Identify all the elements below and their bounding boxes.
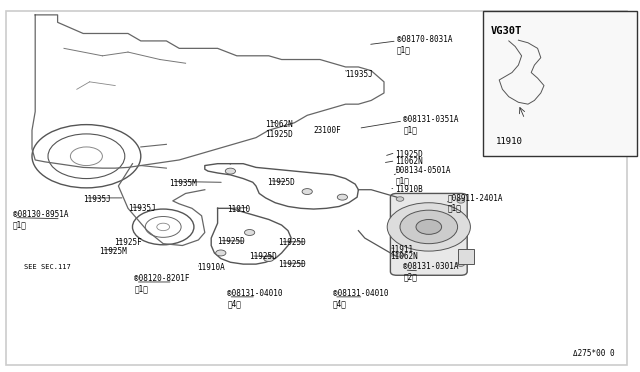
Circle shape [416, 219, 442, 234]
Text: 11925D: 11925D [268, 178, 295, 187]
Circle shape [396, 197, 404, 201]
Text: 11910: 11910 [227, 205, 250, 214]
Text: 11925M: 11925M [99, 247, 127, 256]
Circle shape [337, 194, 348, 200]
Text: 11925D: 11925D [218, 237, 245, 246]
Text: SEE SEC.117: SEE SEC.117 [24, 264, 71, 270]
Text: ®08120-8201F
（1）: ®08120-8201F （1） [134, 274, 190, 293]
Text: 11935J: 11935J [128, 204, 156, 213]
Text: 11935J: 11935J [83, 195, 111, 203]
Text: 11925D: 11925D [266, 130, 293, 139]
Text: 11935M: 11935M [170, 179, 197, 187]
Circle shape [225, 168, 236, 174]
Text: 11935J: 11935J [346, 70, 373, 79]
Text: 11925F: 11925F [114, 238, 141, 247]
Circle shape [396, 253, 404, 257]
Circle shape [457, 262, 465, 266]
Text: 11925D: 11925D [278, 238, 306, 247]
Text: 23100F: 23100F [314, 126, 341, 135]
Bar [458, 249, 474, 264]
Circle shape [400, 210, 458, 244]
Text: ®08170-8031A
（1）: ®08170-8031A （1） [397, 35, 452, 54]
Text: ®08131-04010
（4）: ®08131-04010 （4） [227, 289, 283, 308]
Text: ⓝ08911-2401A
（1）: ⓝ08911-2401A （1） [448, 193, 504, 212]
Text: ®08131-04010
（4）: ®08131-04010 （4） [333, 289, 388, 308]
Circle shape [264, 256, 274, 262]
Circle shape [244, 230, 255, 235]
Text: 11925D: 11925D [250, 252, 277, 261]
Text: 11910A: 11910A [197, 263, 225, 272]
Text: 11062N: 11062N [390, 252, 418, 261]
FancyBboxPatch shape [390, 193, 467, 275]
Text: 11910B: 11910B [396, 185, 423, 194]
Text: ®08131-0351A
（1）: ®08131-0351A （1） [403, 115, 459, 134]
Text: VG30T: VG30T [491, 26, 522, 36]
Text: 11911: 11911 [390, 245, 413, 254]
Circle shape [387, 203, 470, 251]
Text: 11910: 11910 [495, 137, 522, 146]
Text: ®08131-0301A
（2）: ®08131-0301A （2） [403, 262, 459, 281]
Text: ®08130-8951A
（1）: ®08130-8951A （1） [13, 210, 68, 229]
Text: 11062N: 11062N [396, 157, 423, 166]
Circle shape [457, 199, 465, 203]
Circle shape [302, 189, 312, 195]
Text: 11925D: 11925D [278, 260, 306, 269]
Text: Ð08134-0501A
（1）: Ð08134-0501A （1） [396, 166, 451, 185]
Text: 11925D: 11925D [396, 150, 423, 159]
Text: 11062N: 11062N [266, 120, 293, 129]
Circle shape [216, 250, 226, 256]
Bar [483, 11, 637, 156]
Text: Δ275*00 0: Δ275*00 0 [573, 349, 614, 358]
